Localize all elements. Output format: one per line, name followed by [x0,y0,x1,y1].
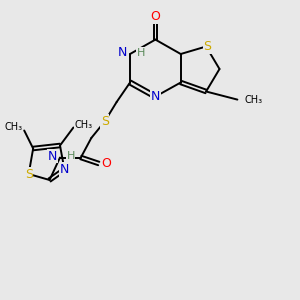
Text: O: O [151,10,160,23]
Text: S: S [204,40,212,53]
Text: S: S [25,167,33,181]
Text: N: N [151,90,160,103]
Text: CH₃: CH₃ [4,122,23,133]
Text: CH₃: CH₃ [75,120,93,130]
Text: CH₃: CH₃ [245,94,263,105]
Text: N: N [118,46,127,59]
Text: S: S [101,115,109,128]
Text: H: H [67,151,75,161]
Text: O: O [102,157,112,170]
Text: N: N [48,149,57,163]
Text: N: N [60,163,69,176]
Text: H: H [136,47,145,58]
